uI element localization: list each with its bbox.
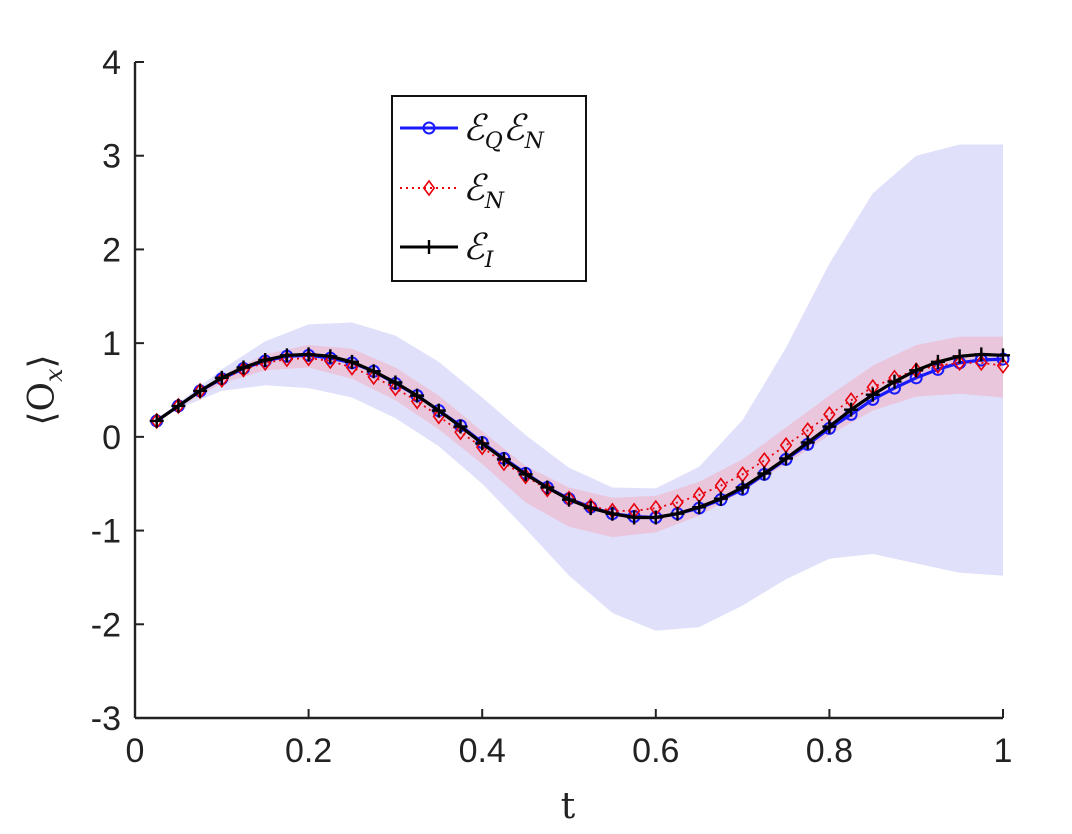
y-axis-label: ⟨Ox⟩ bbox=[22, 354, 68, 425]
point-ei bbox=[562, 492, 576, 507]
point-ei bbox=[496, 452, 511, 467]
point-ei bbox=[844, 402, 859, 417]
series-ei bbox=[149, 347, 1010, 525]
legend-marker-eqen bbox=[422, 121, 436, 135]
point-ei bbox=[583, 501, 598, 516]
x-tick-label: 0.6 bbox=[632, 732, 679, 770]
legend-marker-ei bbox=[422, 240, 436, 254]
point-ei bbox=[909, 363, 924, 378]
point-ei bbox=[410, 388, 425, 403]
point-ei bbox=[388, 375, 403, 390]
y-axis-label-open: ⟨O bbox=[22, 382, 63, 426]
point-ei bbox=[258, 353, 273, 368]
point-ei bbox=[670, 506, 685, 521]
y-axis-label-sub: x bbox=[40, 368, 68, 382]
x-tick-label: 0.2 bbox=[285, 732, 332, 770]
point-ei bbox=[605, 506, 620, 521]
point-ei bbox=[735, 480, 750, 495]
legend-marker-ei bbox=[422, 240, 436, 254]
band-eqen bbox=[156, 144, 1003, 631]
point-en bbox=[345, 359, 359, 376]
confidence-bands bbox=[156, 144, 1003, 631]
point-ei bbox=[193, 383, 208, 398]
point-ei bbox=[171, 398, 186, 413]
x-tick-label: 0 bbox=[126, 732, 145, 770]
legend-marker-eqen bbox=[422, 121, 436, 135]
y-tick-label: 1 bbox=[102, 325, 121, 363]
point-ei bbox=[800, 435, 815, 450]
point-ei bbox=[518, 467, 533, 482]
point-ei bbox=[453, 419, 468, 434]
y-tick-label: 2 bbox=[102, 231, 121, 269]
x-tick-label: 1 bbox=[994, 732, 1013, 770]
point-ei bbox=[952, 349, 967, 364]
point-ei bbox=[865, 387, 880, 402]
point-ei bbox=[323, 349, 338, 364]
point-ei bbox=[822, 419, 837, 434]
point-ei bbox=[627, 510, 642, 525]
tick-marks bbox=[134, 61, 1004, 719]
point-ei bbox=[301, 347, 316, 362]
band-en bbox=[156, 336, 1003, 538]
point-ei bbox=[279, 348, 294, 363]
legend-entry-eqen: ℰQℰN bbox=[400, 108, 545, 154]
point-ei bbox=[149, 413, 164, 428]
legend: ℰQℰN ℰN ℰI bbox=[391, 95, 587, 282]
legend-entry-en: ℰN bbox=[400, 168, 505, 214]
point-ei bbox=[540, 480, 555, 495]
point-ei bbox=[692, 500, 707, 515]
series-line-en bbox=[156, 357, 1004, 512]
y-tick-label: -2 bbox=[91, 606, 121, 644]
point-en bbox=[953, 354, 966, 372]
point-ei bbox=[236, 360, 251, 375]
point-en bbox=[975, 354, 988, 372]
legend-label-eqen: ℰQℰN bbox=[463, 108, 545, 154]
point-ei bbox=[475, 436, 490, 451]
point-ei bbox=[366, 364, 381, 379]
tick-labels: 0 0.2 0.4 0.6 0.8 1 -3 -2 -1 0 1 2 3 4 bbox=[91, 44, 1013, 770]
series-lines bbox=[149, 347, 1010, 525]
y-tick-label: 4 bbox=[102, 44, 121, 82]
legend-label-ei: ℰI bbox=[463, 227, 495, 273]
legend-entry-ei: ℰI bbox=[400, 227, 495, 273]
legend-label-en: ℰN bbox=[463, 168, 505, 214]
legend-marker-en bbox=[422, 179, 436, 197]
y-axis-label-close: ⟩ bbox=[22, 354, 63, 368]
legend-marker-en bbox=[422, 179, 436, 197]
y-tick-label: -1 bbox=[91, 513, 121, 551]
axes bbox=[133, 62, 1003, 720]
point-ei bbox=[974, 347, 989, 362]
x-tick-label: 0.4 bbox=[459, 732, 506, 770]
point-en bbox=[996, 357, 1010, 374]
x-axis-label: t bbox=[561, 786, 576, 827]
point-ei bbox=[779, 451, 793, 466]
point-ei bbox=[431, 403, 446, 418]
point-ei bbox=[648, 510, 663, 525]
point-ei bbox=[930, 354, 945, 369]
y-tick-label: 0 bbox=[102, 419, 121, 457]
point-ei bbox=[214, 370, 229, 385]
y-tick-label: -3 bbox=[91, 700, 121, 738]
series-line-ei bbox=[155, 352, 1004, 520]
point-ei bbox=[757, 466, 772, 481]
point-ei bbox=[713, 491, 728, 506]
point-ei bbox=[996, 348, 1010, 363]
y-tick-label: 3 bbox=[102, 138, 121, 176]
point-ei bbox=[345, 354, 359, 369]
x-tick-label: 0.8 bbox=[806, 732, 853, 770]
point-ei bbox=[887, 374, 902, 389]
